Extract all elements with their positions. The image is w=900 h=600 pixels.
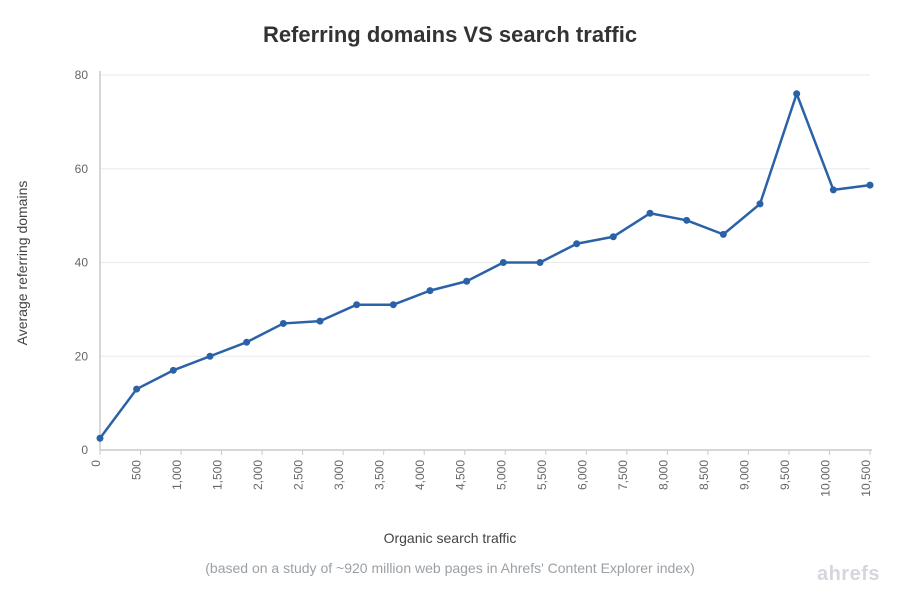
brand-logo: ahrefs bbox=[817, 563, 880, 586]
data-marker bbox=[170, 367, 177, 374]
x-tick-label: 1,500 bbox=[211, 460, 225, 490]
x-tick-label: 5,500 bbox=[535, 460, 549, 490]
x-tick-label: 10,500 bbox=[859, 460, 873, 497]
data-marker bbox=[390, 301, 397, 308]
y-tick-label: 0 bbox=[81, 443, 88, 457]
data-marker bbox=[243, 339, 250, 346]
x-tick-label: 8,000 bbox=[656, 460, 670, 490]
x-tick-label: 3,000 bbox=[332, 460, 346, 490]
x-axis-label: Organic search traffic bbox=[0, 530, 900, 546]
data-marker bbox=[573, 240, 580, 247]
x-tick-label: 3,500 bbox=[373, 460, 387, 490]
x-tick-label: 0 bbox=[89, 460, 103, 467]
data-marker bbox=[207, 353, 214, 360]
data-marker bbox=[757, 200, 764, 207]
chart-svg: 0 20 40 60 80 0 500 1,000 1,500 2,000 2,500 3,000 3,… bbox=[0, 0, 900, 600]
x-tick-label: 2,500 bbox=[292, 460, 306, 490]
data-marker bbox=[500, 259, 507, 266]
y-tick-label: 40 bbox=[75, 256, 89, 270]
data-marker bbox=[133, 386, 140, 393]
x-tick-label: 5,000 bbox=[494, 460, 508, 490]
data-marker bbox=[793, 90, 800, 97]
data-marker bbox=[353, 301, 360, 308]
x-tick-label: 9,500 bbox=[778, 460, 792, 490]
y-tick-label: 60 bbox=[75, 162, 89, 176]
x-tick-label: 8,500 bbox=[697, 460, 711, 490]
x-tick-label: 2,000 bbox=[251, 460, 265, 490]
x-tick-label: 10,000 bbox=[818, 460, 832, 497]
x-tick-label: 4,000 bbox=[413, 460, 427, 490]
x-tick-label: 7,500 bbox=[616, 460, 630, 490]
data-marker bbox=[280, 320, 287, 327]
data-marker bbox=[463, 278, 470, 285]
y-tick-label: 80 bbox=[75, 68, 89, 82]
data-marker bbox=[97, 435, 104, 442]
chart-container: Referring domains VS search traffic Aver… bbox=[0, 0, 900, 600]
data-marker bbox=[683, 217, 690, 224]
data-marker bbox=[317, 318, 324, 325]
x-tick-label: 9,000 bbox=[737, 460, 751, 490]
data-marker bbox=[720, 231, 727, 238]
y-tick-label: 20 bbox=[75, 349, 89, 363]
data-marker bbox=[647, 210, 654, 217]
chart-subtitle: (based on a study of ~920 million web pa… bbox=[0, 560, 900, 576]
data-marker bbox=[830, 186, 837, 193]
x-tick-label: 4,500 bbox=[454, 460, 468, 490]
data-marker bbox=[537, 259, 544, 266]
data-marker bbox=[610, 233, 617, 240]
x-tick-label: 1,000 bbox=[170, 460, 184, 490]
data-line bbox=[100, 94, 870, 439]
x-tick-label: 500 bbox=[130, 460, 144, 480]
data-marker bbox=[427, 287, 434, 294]
data-marker bbox=[867, 182, 874, 189]
x-tick-label: 6,000 bbox=[575, 460, 589, 490]
